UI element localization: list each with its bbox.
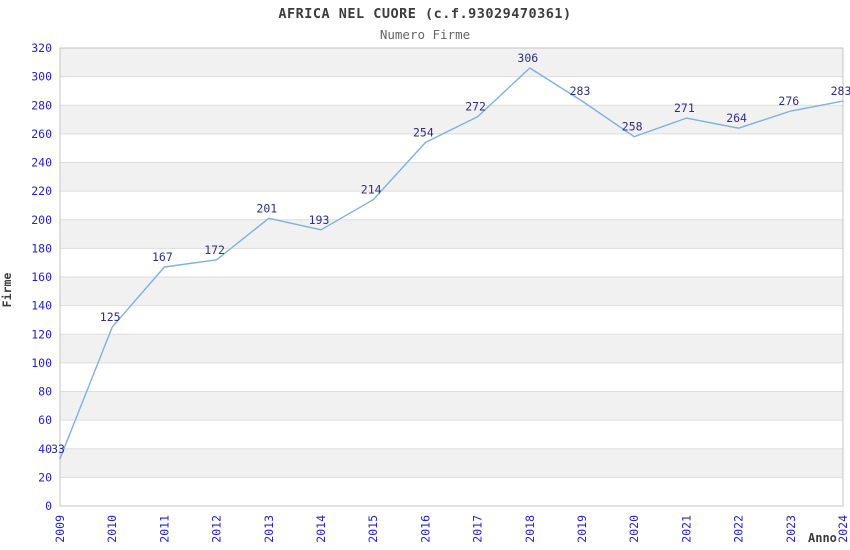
plot-band	[60, 219, 843, 249]
plot-band	[60, 277, 843, 306]
y-tick-label: 100	[31, 356, 52, 370]
plot-band	[60, 305, 843, 335]
x-tick-label: 2012	[210, 515, 224, 543]
y-tick-label: 200	[31, 213, 52, 227]
plot-band	[60, 362, 843, 392]
gridlines	[60, 76, 843, 478]
data-label: 125	[100, 310, 121, 324]
y-tick-label: 320	[31, 41, 52, 55]
y-tick-label: 280	[31, 98, 52, 112]
plot-border	[59, 47, 844, 507]
y-tick-label: 120	[31, 327, 52, 341]
plot-band	[60, 76, 843, 106]
data-label: 264	[726, 111, 747, 125]
x-tick-label: 2009	[53, 515, 67, 543]
data-label: 283	[831, 84, 850, 98]
data-label: 172	[204, 243, 225, 257]
plot-band	[60, 391, 843, 421]
y-tick-label: 240	[31, 156, 52, 170]
y-tick-label: 300	[31, 70, 52, 84]
y-tick-label: 40	[38, 442, 52, 456]
y-tick-label: 220	[31, 184, 52, 198]
x-axis-ticks: 2009 2010 2011 2012 2013 2014 2015 2016 2017 2018…	[53, 515, 850, 543]
x-tick-label: 2022	[732, 515, 746, 543]
x-tick-label: 2010	[105, 515, 119, 543]
x-tick-label: 2013	[262, 515, 276, 543]
plot-band	[60, 162, 843, 192]
y-tick-label: 140	[31, 299, 52, 313]
plot-band	[60, 334, 843, 363]
x-tick-label: 2021	[679, 515, 693, 543]
plot-band	[60, 48, 843, 77]
y-tick-label: 260	[31, 127, 52, 141]
x-tick-label: 2023	[784, 515, 798, 543]
plot-band	[60, 133, 843, 163]
data-label: 271	[674, 101, 695, 115]
x-tick-label: 2024	[836, 515, 850, 543]
data-label: 193	[309, 213, 330, 227]
x-tick-label: 2015	[366, 515, 380, 543]
plot-band	[60, 477, 843, 506]
y-tick-label: 180	[31, 241, 52, 255]
chart-title: AFRICA NEL CUORE (c.f.93029470361)	[278, 6, 572, 22]
y-tick-label: 0	[45, 499, 52, 513]
y-tick-label: 20	[38, 470, 52, 484]
series-line	[59, 67, 844, 460]
data-label: 201	[256, 201, 277, 215]
y-axis-title: Firme	[0, 272, 14, 308]
plot-band	[60, 191, 843, 220]
data-label: 33	[51, 442, 65, 456]
x-tick-label: 2016	[418, 515, 432, 543]
data-label: 167	[152, 250, 173, 264]
x-tick-label: 2017	[471, 515, 485, 543]
x-tick-label: 2011	[157, 515, 171, 543]
x-tick-label: 2018	[523, 515, 537, 543]
chart-subtitle: Numero Firme	[379, 27, 471, 42]
data-label: 272	[465, 100, 486, 114]
data-label: 283	[570, 84, 591, 98]
y-tick-label: 160	[31, 270, 52, 284]
plot-band	[60, 448, 843, 478]
x-axis-title: Anno	[808, 531, 837, 545]
y-tick-label: 80	[38, 385, 52, 399]
y-axis-ticks: 0 20 40 60 80 100 120 140 160 180 200 220 240 260 280 3…	[31, 41, 52, 513]
data-label: 258	[622, 120, 643, 134]
y-tick-label: 60	[38, 413, 52, 427]
x-tick-label: 2014	[314, 515, 328, 543]
data-label: 214	[361, 183, 382, 197]
x-tick-label: 2020	[627, 515, 641, 543]
plot-band	[60, 248, 843, 277]
plot-band	[60, 420, 843, 449]
data-label: 306	[517, 51, 538, 65]
data-labels: 33 125 167 172 201 193 214 254 272 306 283 258 271 26…	[51, 51, 850, 456]
data-label: 254	[413, 125, 434, 139]
data-label: 276	[778, 94, 799, 108]
plot-bands	[60, 48, 843, 506]
x-tick-label: 2019	[575, 515, 589, 543]
